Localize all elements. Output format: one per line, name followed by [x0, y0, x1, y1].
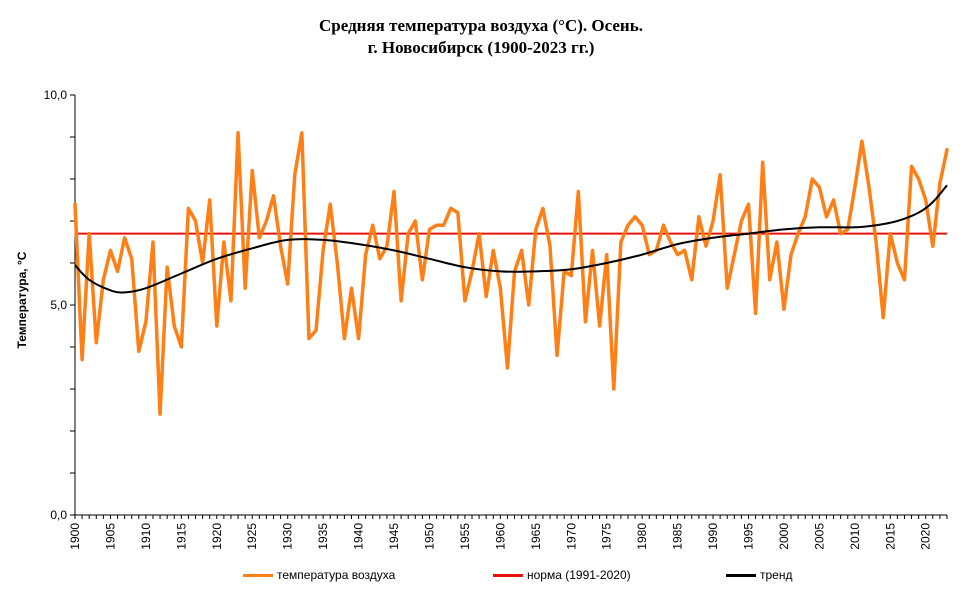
- chart-title-line2: г. Новосибирск (1900-2023 гг.): [367, 38, 595, 57]
- legend-label-trend: тренд: [760, 568, 793, 582]
- legend-swatch-trend: [726, 574, 756, 578]
- y-tick-label: 0,0: [50, 508, 67, 522]
- legend-item-trend: тренд: [726, 568, 792, 582]
- legend-label-norm: норма (1991-2020): [527, 568, 631, 582]
- x-tick-label: 1985: [671, 523, 685, 550]
- y-tick-label: 5,0: [50, 298, 67, 312]
- x-tick-label: 1970: [564, 523, 578, 550]
- legend-item-norm: норма (1991-2020): [493, 568, 631, 582]
- y-tick-label: 10,0: [44, 88, 68, 102]
- x-tick-label: 2005: [812, 523, 826, 550]
- x-tick-label: 1995: [741, 523, 755, 550]
- x-tick-label: 1950: [422, 523, 436, 550]
- legend-label-temperature: температура воздуха: [277, 568, 396, 582]
- x-tick-label: 2000: [777, 523, 791, 550]
- x-tick-label: 1920: [210, 523, 224, 550]
- x-tick-label: 1955: [458, 523, 472, 550]
- temperature-line: [73, 131, 949, 416]
- x-tick-label: 2020: [919, 523, 933, 550]
- x-tick-label: 1980: [635, 523, 649, 550]
- x-tick-label: 1945: [387, 523, 401, 550]
- x-tick-label: 1900: [68, 523, 82, 550]
- x-tick-label: 1925: [245, 523, 259, 550]
- y-axis-label-group: Температура, °С: [15, 251, 29, 348]
- y-axis-label: Температура, °С: [15, 251, 29, 348]
- x-tick-label: 1915: [174, 523, 188, 550]
- x-tick-label: 1940: [352, 523, 366, 550]
- x-tick-label: 1975: [600, 523, 614, 550]
- x-tick-label: 2010: [848, 523, 862, 550]
- x-tick-label: 1990: [706, 523, 720, 550]
- trend-line: [74, 184, 948, 294]
- x-tick-label: 1910: [139, 523, 153, 550]
- x-tick-label: 1905: [103, 523, 117, 550]
- chart-title-line1: Средняя температура воздуха (°С). Осень.: [319, 16, 643, 35]
- axes: 0,0 5,0 10,0 1900 1905 1910 1915 1920 1925 1930 19…: [44, 88, 948, 550]
- legend-item-temperature: температура воздуха: [243, 568, 395, 582]
- series-layer: [73, 131, 949, 416]
- x-tick-label: 1935: [316, 523, 330, 550]
- x-tick-label: 2015: [883, 523, 897, 550]
- legend-swatch-norm: [493, 574, 523, 578]
- legend-swatch-temperature: [243, 574, 273, 578]
- x-tick-label: 1930: [281, 523, 295, 550]
- x-tick-label: 1965: [529, 523, 543, 550]
- x-tick-label: 1960: [493, 523, 507, 550]
